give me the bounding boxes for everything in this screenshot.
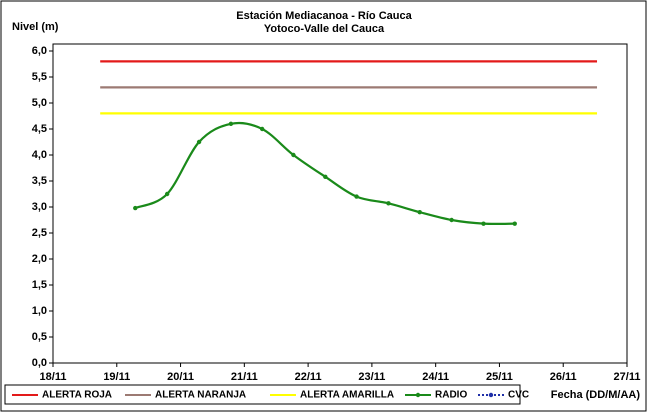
point — [481, 221, 486, 226]
legend-label: ALERTA ROJA — [42, 390, 112, 401]
x-tick-label: 24/11 — [422, 371, 449, 383]
y-tick-label: 0,5 — [32, 331, 47, 343]
y-tick-label: 0,0 — [32, 357, 47, 369]
point — [228, 121, 234, 127]
x-axis-label: Fecha (DD/M/AA) — [551, 389, 641, 401]
point — [449, 217, 454, 223]
y-tick-label: 3,5 — [32, 175, 47, 187]
y-tick-label: 3,0 — [32, 201, 47, 213]
x-tick-label: 22/11 — [295, 371, 322, 383]
point — [133, 205, 138, 211]
legend-marker — [488, 392, 494, 398]
y-tick-label: 4,5 — [32, 123, 47, 135]
chart-subtitle: Yotoco-Valle del Cauca — [264, 23, 385, 35]
y-tick-label: 6,0 — [32, 45, 47, 57]
x-tick-label: 21/11 — [231, 371, 258, 383]
point — [164, 191, 170, 197]
legend-label: CVC — [508, 390, 529, 401]
y-tick-label: 2,5 — [32, 227, 47, 239]
y-tick-label: 4,0 — [32, 149, 47, 161]
point — [291, 152, 296, 158]
y-tick-label: 5,0 — [32, 97, 47, 109]
legend-label: ALERTA AMARILLA — [300, 390, 394, 401]
x-tick-label: 27/11 — [614, 371, 641, 383]
plot-area — [52, 43, 628, 364]
legend-label: RADIO — [435, 390, 467, 401]
x-tick-label: 25/11 — [486, 371, 513, 383]
x-tick-label: 20/11 — [167, 371, 194, 383]
point — [354, 194, 359, 199]
y-tick-label: 1,5 — [32, 279, 47, 291]
point — [417, 210, 422, 215]
x-tick-label: 23/11 — [358, 371, 385, 383]
point — [386, 201, 391, 206]
point — [196, 139, 202, 145]
point — [512, 221, 517, 226]
y-tick-label: 5,5 — [32, 71, 47, 83]
y-tick-label: 1,0 — [32, 305, 47, 317]
y-tick-label: 2,0 — [32, 253, 47, 265]
legend-marker — [415, 392, 421, 398]
x-tick-label: 26/11 — [550, 371, 577, 383]
legend-label: ALERTA NARANJA — [155, 390, 246, 401]
point — [259, 126, 265, 132]
legend-box — [4, 384, 521, 405]
point — [323, 174, 328, 180]
chart-title: Estación Mediacanoa - Río Cauca — [236, 10, 412, 22]
x-tick-label: 18/11 — [40, 371, 67, 383]
x-tick-label: 19/11 — [103, 371, 130, 383]
y-axis-label: Nivel (m) — [12, 21, 59, 33]
